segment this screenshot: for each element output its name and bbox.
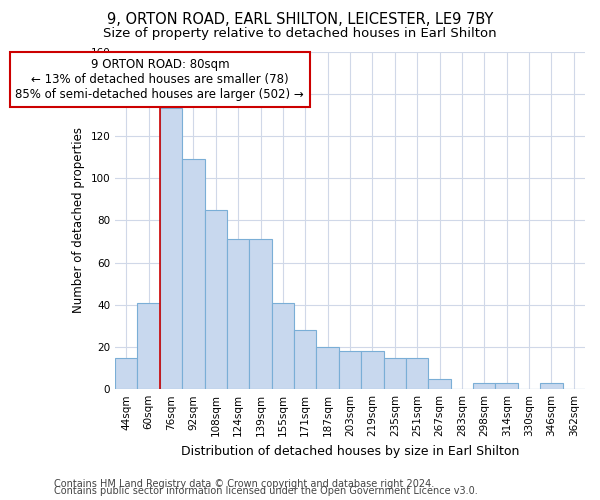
Bar [428, 378, 451, 389]
Bar [406, 358, 428, 389]
Bar [294, 330, 316, 389]
Bar [272, 302, 294, 389]
Bar [496, 383, 518, 389]
Text: 9 ORTON ROAD: 80sqm
← 13% of detached houses are smaller (78)
85% of semi-detach: 9 ORTON ROAD: 80sqm ← 13% of detached ho… [16, 58, 304, 101]
Bar [540, 383, 563, 389]
Bar [361, 351, 383, 389]
Bar [182, 159, 205, 389]
X-axis label: Distribution of detached houses by size in Earl Shilton: Distribution of detached houses by size … [181, 444, 519, 458]
Bar [227, 240, 250, 389]
Bar [250, 240, 272, 389]
Bar [115, 358, 137, 389]
Bar [137, 302, 160, 389]
Bar [160, 108, 182, 389]
Bar [316, 347, 339, 389]
Text: Contains public sector information licensed under the Open Government Licence v3: Contains public sector information licen… [54, 486, 478, 496]
Text: 9, ORTON ROAD, EARL SHILTON, LEICESTER, LE9 7BY: 9, ORTON ROAD, EARL SHILTON, LEICESTER, … [107, 12, 493, 28]
Text: Size of property relative to detached houses in Earl Shilton: Size of property relative to detached ho… [103, 28, 497, 40]
Bar [383, 358, 406, 389]
Text: Contains HM Land Registry data © Crown copyright and database right 2024.: Contains HM Land Registry data © Crown c… [54, 479, 434, 489]
Bar [205, 210, 227, 389]
Bar [473, 383, 496, 389]
Bar [339, 351, 361, 389]
Y-axis label: Number of detached properties: Number of detached properties [72, 128, 85, 314]
